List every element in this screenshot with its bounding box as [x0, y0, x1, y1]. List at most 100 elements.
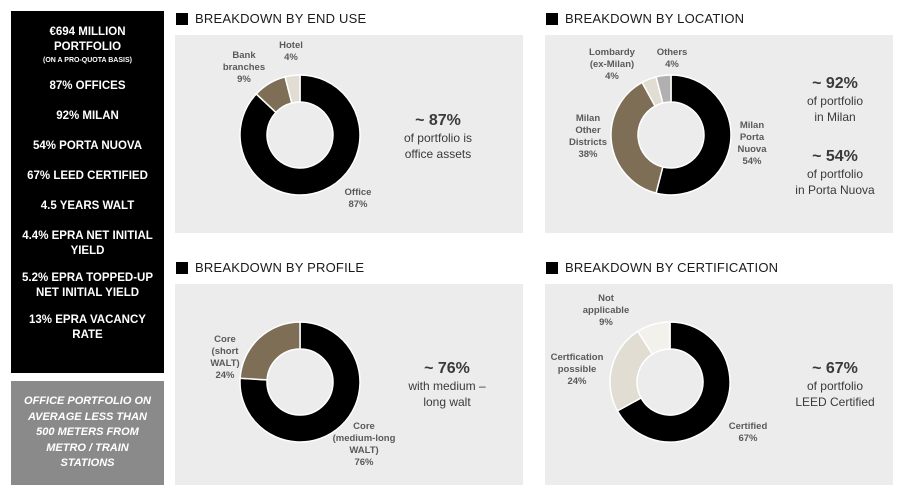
- kpi-item: 4.4% EPRA NET INITIAL YIELD: [11, 229, 164, 259]
- slice-label: Lombardy (ex-Milan) 4%: [589, 47, 636, 82]
- slice-label-line: applicable: [583, 305, 629, 316]
- pie-slice: [239, 321, 361, 443]
- slice-label-line: Core: [353, 421, 375, 432]
- callout-text: of portfolio is: [404, 131, 472, 145]
- slice-pct: 67%: [738, 433, 758, 444]
- title-certification-text: BREAKDOWN BY CERTIFICATION: [565, 260, 779, 275]
- callout-text: LEED Certified: [795, 395, 874, 409]
- portfolio-headline: €694 MILLION PORTFOLIO (ON A PRO-QUOTA B…: [11, 25, 164, 65]
- callout-text: in Porta Nuova: [795, 183, 875, 197]
- kpi-item: 92% MILAN: [11, 109, 164, 124]
- title-square-icon: [546, 261, 558, 274]
- callout-text: of portfolio: [807, 94, 863, 108]
- slice-label-line: WALT): [210, 358, 239, 369]
- title-certification: BREAKDOWN BY CERTIFICATION: [546, 260, 778, 275]
- slice-label-line: (short: [212, 346, 240, 357]
- kpi-item: 5.2% EPRA TOPPED-UP NET INITIAL YIELD: [11, 271, 164, 301]
- slice-label-line: Hotel: [279, 40, 303, 51]
- title-profile-text: BREAKDOWN BY PROFILE: [195, 260, 365, 275]
- panel-profile: Core (medium-long WALT) 76% Core (short WALT) 2…: [175, 284, 523, 485]
- headline-subline: (ON A PRO-QUOTA BASIS): [43, 57, 132, 64]
- donut-location: Milan Porta Nuova 54% Milan Other Districts 38%…: [569, 47, 875, 197]
- callout-text: office assets: [405, 147, 471, 161]
- metro-note-text: OFFICE PORTFOLIO ON AVERAGE LESS THAN 50…: [24, 395, 151, 470]
- slice-label: Core (short WALT) 24%: [210, 334, 239, 381]
- slice-pct: 24%: [215, 370, 235, 381]
- kpi-item-line: 4.4% EPRA NET INITIAL: [22, 230, 153, 242]
- title-location-text: BREAKDOWN BY LOCATION: [565, 11, 745, 26]
- slice-label-line: Lombardy: [589, 47, 636, 58]
- kpi-item-line: YIELD: [70, 245, 105, 257]
- slice-label-line: branches: [223, 62, 265, 73]
- callout-value: ~ 67%: [812, 360, 858, 377]
- headline-line-1: €694 MILLION: [49, 26, 126, 38]
- slice-pct: 4%: [605, 71, 619, 82]
- kpi-item: 87% OFFICES: [11, 79, 164, 94]
- slice-pct: 9%: [237, 74, 251, 85]
- kpi-item-line: NET INITIAL YIELD: [35, 287, 140, 299]
- pie-slice: [616, 321, 731, 443]
- kpi-item-line: 5.2% EPRA TOPPED-UP: [21, 272, 153, 284]
- kpi-item-line: 13% EPRA VACANCY: [29, 314, 146, 326]
- slice-label-line: Bank: [232, 50, 256, 61]
- pie-slice: [636, 321, 671, 356]
- kpi-item: 54% PORTA NUOVA: [11, 139, 164, 154]
- pie-slice: [239, 321, 301, 381]
- slice-label-line: Districts: [569, 137, 607, 148]
- slice-label-line: Others: [657, 47, 688, 58]
- kpi-item-line: 4.5 YEARS WALT: [40, 200, 135, 212]
- slice-label-line: Certified: [729, 421, 768, 432]
- donut-profile: Core (medium-long WALT) 76%Core (short WALT) 2…: [210, 321, 486, 468]
- slice-pct: 87%: [348, 199, 368, 210]
- slice-pct: 4%: [665, 59, 679, 70]
- slice-label-line: Nuova: [737, 144, 767, 155]
- title-end-use-text: BREAKDOWN BY END USE: [195, 11, 367, 26]
- pie-slice: [655, 74, 732, 196]
- slice-label-line: Certfication: [551, 352, 604, 363]
- title-square-icon: [176, 12, 188, 25]
- kpi-item-line: 92% MILAN: [56, 110, 119, 122]
- slice-pct: 4%: [284, 52, 298, 63]
- callout-value: ~ 92%: [812, 75, 858, 92]
- title-end-use: BREAKDOWN BY END USE: [176, 11, 366, 26]
- callout-value: ~ 54%: [812, 148, 858, 165]
- slice-label-line: (medium-long: [333, 433, 396, 444]
- slice-label-line: Milan: [576, 113, 600, 124]
- kpi-list: 87% OFFICES 92% MILAN 54% PORTA NUOVA 67% L…: [11, 79, 164, 355]
- slice-label: Milan Other Districts 38%: [569, 113, 607, 160]
- slice-pct: 76%: [354, 457, 374, 468]
- slice-pct: 9%: [599, 317, 613, 328]
- metro-note: OFFICE PORTFOLIO ON AVERAGE LESS THAN 50…: [11, 381, 164, 485]
- kpi-item: 4.5 YEARS WALT: [11, 199, 164, 214]
- slice-label: Milan Porta Nuova 54%: [737, 120, 767, 167]
- callout-value: ~ 76%: [424, 360, 470, 377]
- slice-label-line: Other: [575, 125, 601, 136]
- slice-label-line: Office: [345, 187, 372, 198]
- callout-text: with medium –: [407, 379, 486, 393]
- slice-label: Others 4%: [657, 47, 688, 70]
- slice-pct: 24%: [567, 376, 587, 387]
- pie-slice: [610, 81, 664, 195]
- panel-end-use: Office 87% Bank branches 9% Hotel 4% ~ 87% of po…: [175, 35, 523, 233]
- title-square-icon: [176, 261, 188, 274]
- kpi-item-line: 54% PORTA NUOVA: [32, 140, 143, 152]
- title-profile: BREAKDOWN BY PROFILE: [176, 260, 364, 275]
- slice-label: Certfication possible 24%: [551, 352, 604, 387]
- kpi-item: 67% LEED CERTIFIED: [11, 169, 164, 184]
- donut-certification: Certified 67% Certfication possible 24% Not ap…: [551, 293, 875, 444]
- callout-text: long walt: [423, 395, 471, 409]
- pie-slice: [655, 74, 672, 104]
- slice-label-line: Core: [214, 334, 236, 345]
- kpi-panel: €694 MILLION PORTFOLIO (ON A PRO-QUOTA B…: [11, 11, 164, 373]
- slice-label: Office 87%: [345, 187, 372, 210]
- kpi-item-line: RATE: [72, 329, 103, 341]
- donut-end-use: Office 87% Bank branches 9% Hotel 4% ~ 87% of po…: [223, 40, 472, 210]
- callout-text: of portfolio: [807, 379, 863, 393]
- panel-certification: Certified 67% Certfication possible 24% Not ap…: [545, 284, 893, 485]
- panel-location: Milan Porta Nuova 54% Milan Other Districts 38%…: [545, 35, 893, 233]
- pie-slice: [284, 74, 301, 104]
- kpi-item-line: 87% OFFICES: [49, 80, 126, 92]
- slice-label: Hotel 4%: [279, 40, 303, 63]
- callout-text: of portfolio: [807, 167, 863, 181]
- title-location: BREAKDOWN BY LOCATION: [546, 11, 744, 26]
